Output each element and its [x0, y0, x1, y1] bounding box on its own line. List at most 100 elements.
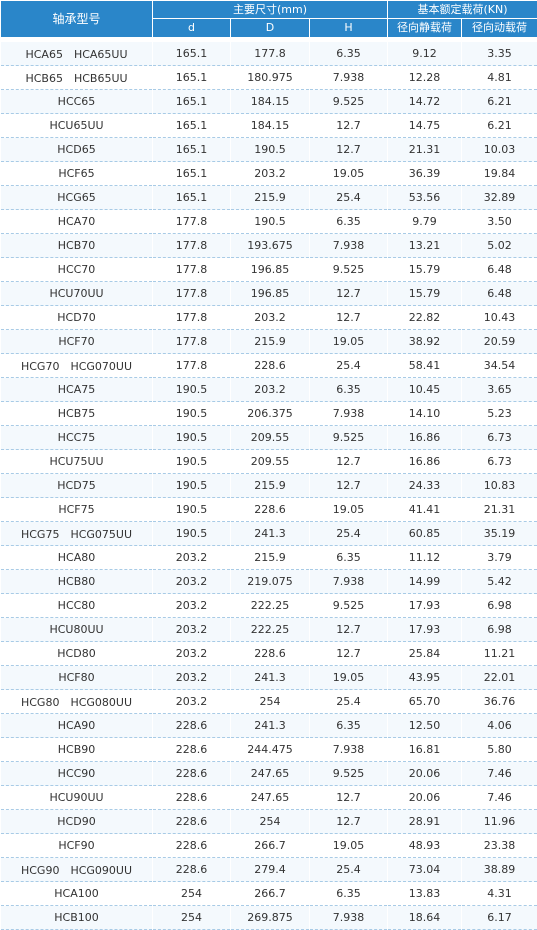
model-cell: HCB90: [1, 738, 153, 762]
H-cell: 12.7: [310, 474, 388, 498]
H-cell: 7.938: [310, 402, 388, 426]
dynamic-load-cell: 11.21: [462, 642, 537, 666]
model-cell: HCD65: [1, 138, 153, 162]
dynamic-load-cell: 10.43: [462, 306, 537, 330]
static-load-cell: 73.04: [388, 858, 462, 882]
static-load-cell: 48.93: [388, 834, 462, 858]
static-load-cell: 15.79: [388, 282, 462, 306]
static-load-cell: 25.84: [388, 642, 462, 666]
H-cell: 6.35: [310, 882, 388, 906]
model-cell: HCF65: [1, 162, 153, 186]
model-cell: HCF70: [1, 330, 153, 354]
model-cell: HCB100: [1, 906, 153, 930]
dynamic-load-cell: 6.48: [462, 258, 537, 282]
H-cell: 7.938: [310, 570, 388, 594]
model-cell: HCC70: [1, 258, 153, 282]
model-cell: HCU70UU: [1, 282, 153, 306]
model-cell: HCB80: [1, 570, 153, 594]
static-load-cell: 21.31: [388, 138, 462, 162]
D-cell: 219.075: [231, 570, 310, 594]
static-load-cell: 12.50: [388, 714, 462, 738]
dynamic-load-cell: 6.48: [462, 282, 537, 306]
H-cell: 19.05: [310, 666, 388, 690]
D-cell: 180.975: [231, 66, 310, 90]
dynamic-load-cell: 7.46: [462, 786, 537, 810]
dynamic-load-cell: 20.59: [462, 330, 537, 354]
D-cell: 203.2: [231, 306, 310, 330]
static-load-cell: 65.70: [388, 690, 462, 714]
dynamic-load-cell: 5.02: [462, 234, 537, 258]
dynamic-load-cell: 38.89: [462, 858, 537, 882]
d-cell: 228.6: [153, 858, 231, 882]
d-cell: 203.2: [153, 594, 231, 618]
dynamic-load-cell: 3.65: [462, 378, 537, 402]
d-cell: 190.5: [153, 522, 231, 546]
d-cell: 165.1: [153, 42, 231, 66]
D-cell: 215.9: [231, 330, 310, 354]
header-H: H: [310, 19, 388, 38]
H-cell: 9.525: [310, 426, 388, 450]
D-cell: 203.2: [231, 378, 310, 402]
model-cell: HCF80: [1, 666, 153, 690]
static-load-cell: 41.41: [388, 498, 462, 522]
dynamic-load-cell: 21.31: [462, 498, 537, 522]
d-cell: 165.1: [153, 186, 231, 210]
static-load-cell: 20.06: [388, 762, 462, 786]
dynamic-load-cell: 23.38: [462, 834, 537, 858]
d-cell: 228.6: [153, 714, 231, 738]
model-cell: HCG70 HCG070UU: [1, 354, 153, 378]
static-load-cell: 16.86: [388, 426, 462, 450]
H-cell: 12.7: [310, 138, 388, 162]
H-cell: 7.938: [310, 906, 388, 930]
static-load-cell: 15.79: [388, 258, 462, 282]
header-radial-dynamic-load: 径向动载荷: [462, 19, 537, 38]
d-cell: 190.5: [153, 450, 231, 474]
d-cell: 203.2: [153, 570, 231, 594]
model-cell: HCG80 HCG080UU: [1, 690, 153, 714]
H-cell: 12.7: [310, 618, 388, 642]
model-cell: HCB70: [1, 234, 153, 258]
H-cell: 19.05: [310, 498, 388, 522]
static-load-cell: 20.06: [388, 786, 462, 810]
static-load-cell: 13.83: [388, 882, 462, 906]
static-load-cell: 9.79: [388, 210, 462, 234]
static-load-cell: 10.45: [388, 378, 462, 402]
d-cell: 165.1: [153, 90, 231, 114]
D-cell: 244.475: [231, 738, 310, 762]
dynamic-load-cell: 6.98: [462, 594, 537, 618]
H-cell: 25.4: [310, 690, 388, 714]
D-cell: 266.7: [231, 834, 310, 858]
dynamic-load-cell: 10.03: [462, 138, 537, 162]
d-cell: 190.5: [153, 426, 231, 450]
static-load-cell: 18.64: [388, 906, 462, 930]
dynamic-load-cell: 5.23: [462, 402, 537, 426]
H-cell: 6.35: [310, 42, 388, 66]
d-cell: 228.6: [153, 762, 231, 786]
d-cell: 203.2: [153, 618, 231, 642]
dynamic-load-cell: 3.50: [462, 210, 537, 234]
D-cell: 247.65: [231, 762, 310, 786]
D-cell: 215.9: [231, 474, 310, 498]
model-cell: HCC75: [1, 426, 153, 450]
static-load-cell: 60.85: [388, 522, 462, 546]
static-load-cell: 16.81: [388, 738, 462, 762]
dynamic-load-cell: 5.42: [462, 570, 537, 594]
D-cell: 228.6: [231, 498, 310, 522]
D-cell: 254: [231, 690, 310, 714]
D-cell: 228.6: [231, 354, 310, 378]
D-cell: 215.9: [231, 546, 310, 570]
